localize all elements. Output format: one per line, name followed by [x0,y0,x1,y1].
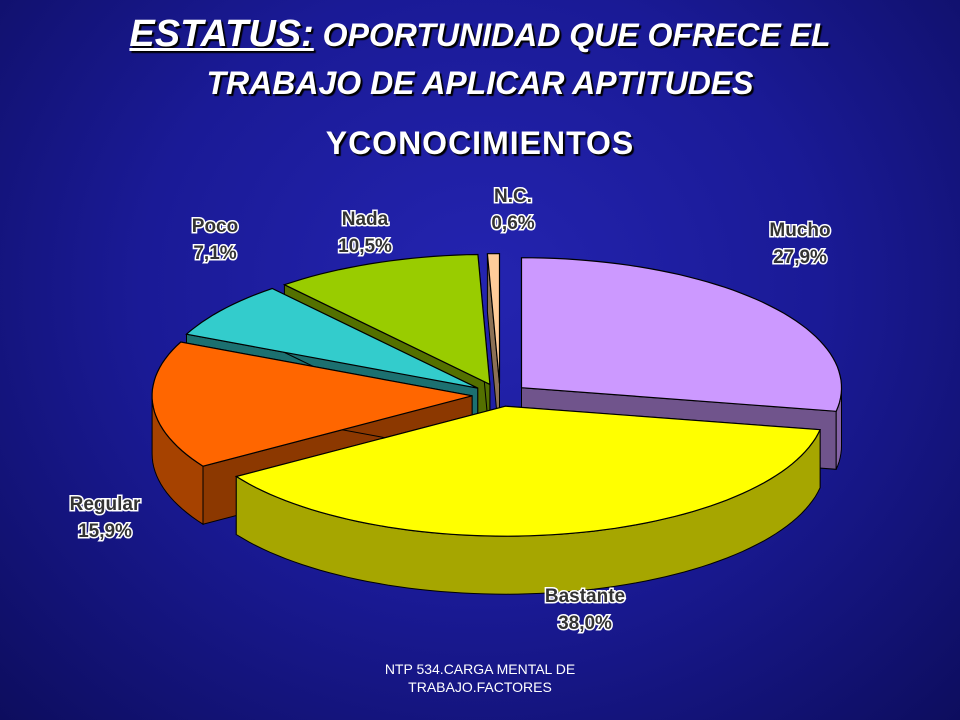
slice-label: Bastante [545,586,625,607]
value-label: 38,0% [558,613,612,634]
slice-label: Mucho [769,220,830,241]
title-block: ESTATUS: OPORTUNIDAD QUE OFRECE EL TRABA… [40,10,920,167]
title-line: ESTATUS: OPORTUNIDAD QUE OFRECE EL [40,10,920,59]
slice-label: Regular [70,494,141,515]
slice-shade [487,253,500,442]
subtitle: TRABAJO DE APLICAR APTITUDES [206,65,754,101]
slice-group [234,405,822,595]
slice [486,252,501,384]
slice-shade [236,429,821,595]
value-label: 7,1% [193,243,236,264]
slice-label: N.C. [494,186,532,207]
slice-group [486,252,501,442]
subtitle: YCONOCIMIENTOS [325,125,635,161]
subtitle: OPORTUNIDAD QUE OFRECE EL [322,17,831,53]
slice-shade [152,395,203,525]
value-label: 27,9% [773,247,827,268]
slice [185,287,478,389]
value-label: 10,5% [338,236,392,257]
chart-title: ESTATUS: [129,13,314,55]
slice-label: Nada [342,209,389,230]
footer: NTP 534.CARGA MENTAL DE TRABAJO.FACTORES [384,661,576,695]
slice-label: Poco [192,216,238,237]
slice [520,257,843,412]
value-label: 15,9% [78,521,132,542]
value-label: 0,6% [491,213,534,234]
slice [282,253,491,386]
slice [234,405,822,537]
slice [151,341,473,467]
